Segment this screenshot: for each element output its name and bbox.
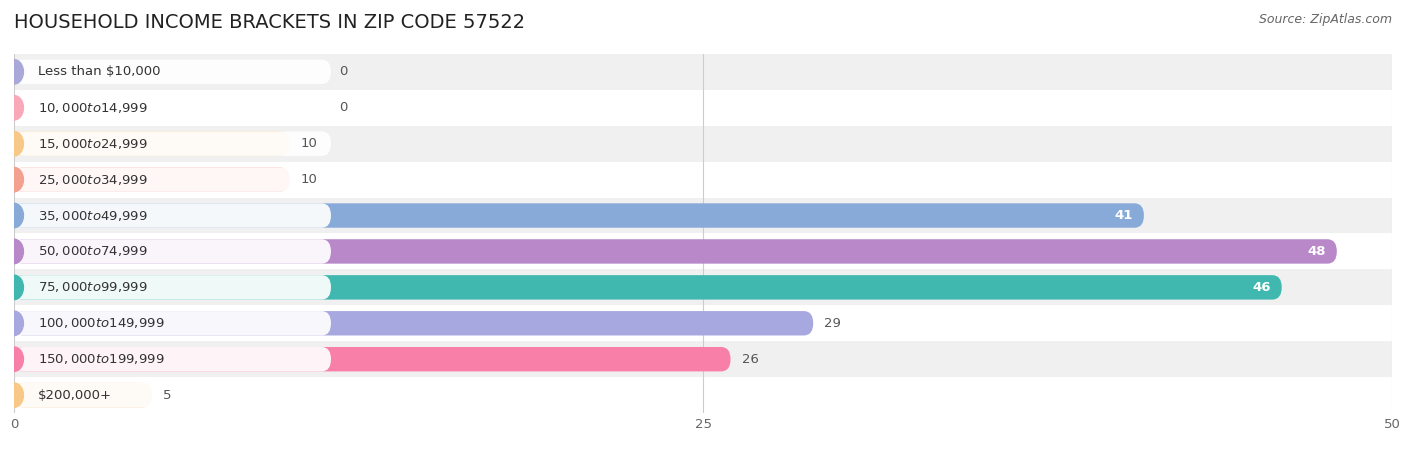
Text: Source: ZipAtlas.com: Source: ZipAtlas.com [1258, 13, 1392, 26]
FancyBboxPatch shape [14, 203, 1144, 228]
FancyBboxPatch shape [14, 383, 330, 407]
Bar [14, 198, 1392, 233]
Text: 26: 26 [741, 353, 758, 365]
Text: Less than $10,000: Less than $10,000 [38, 66, 160, 78]
FancyBboxPatch shape [14, 167, 330, 192]
Text: $75,000 to $99,999: $75,000 to $99,999 [38, 280, 148, 295]
FancyBboxPatch shape [14, 311, 813, 335]
Text: $35,000 to $49,999: $35,000 to $49,999 [38, 208, 148, 223]
FancyBboxPatch shape [14, 239, 1337, 264]
Text: 29: 29 [824, 317, 841, 330]
FancyBboxPatch shape [14, 275, 1282, 299]
FancyBboxPatch shape [14, 203, 330, 228]
Text: $50,000 to $74,999: $50,000 to $74,999 [38, 244, 148, 259]
Circle shape [4, 203, 24, 228]
Text: $15,000 to $24,999: $15,000 to $24,999 [38, 136, 148, 151]
Bar [14, 126, 1392, 162]
FancyBboxPatch shape [14, 239, 330, 264]
FancyBboxPatch shape [14, 96, 330, 120]
Circle shape [4, 383, 24, 407]
FancyBboxPatch shape [14, 132, 330, 156]
Circle shape [4, 347, 24, 371]
FancyBboxPatch shape [14, 311, 330, 335]
FancyBboxPatch shape [14, 275, 330, 299]
Bar [14, 54, 1392, 90]
FancyBboxPatch shape [14, 347, 330, 371]
Bar [14, 269, 1392, 305]
Bar [14, 305, 1392, 341]
Bar [14, 162, 1392, 198]
Text: $25,000 to $34,999: $25,000 to $34,999 [38, 172, 148, 187]
Text: $100,000 to $149,999: $100,000 to $149,999 [38, 316, 165, 330]
FancyBboxPatch shape [14, 167, 290, 192]
Text: $150,000 to $199,999: $150,000 to $199,999 [38, 352, 165, 366]
Bar [14, 377, 1392, 413]
Circle shape [4, 96, 24, 120]
Circle shape [4, 239, 24, 264]
Bar [14, 233, 1392, 269]
Text: $200,000+: $200,000+ [38, 389, 112, 401]
Text: 10: 10 [301, 173, 318, 186]
Text: 46: 46 [1253, 281, 1271, 294]
Circle shape [4, 275, 24, 299]
Bar [14, 90, 1392, 126]
Text: 5: 5 [163, 389, 172, 401]
FancyBboxPatch shape [14, 132, 290, 156]
Text: 0: 0 [339, 66, 347, 78]
Bar [14, 341, 1392, 377]
FancyBboxPatch shape [14, 383, 152, 407]
Text: HOUSEHOLD INCOME BRACKETS IN ZIP CODE 57522: HOUSEHOLD INCOME BRACKETS IN ZIP CODE 57… [14, 13, 526, 32]
Text: 48: 48 [1308, 245, 1326, 258]
Circle shape [4, 132, 24, 156]
Text: $10,000 to $14,999: $10,000 to $14,999 [38, 101, 148, 115]
FancyBboxPatch shape [14, 347, 731, 371]
Circle shape [4, 60, 24, 84]
Circle shape [4, 311, 24, 335]
Text: 10: 10 [301, 137, 318, 150]
FancyBboxPatch shape [14, 60, 330, 84]
Text: 0: 0 [339, 101, 347, 114]
Circle shape [4, 167, 24, 192]
Text: 41: 41 [1115, 209, 1133, 222]
